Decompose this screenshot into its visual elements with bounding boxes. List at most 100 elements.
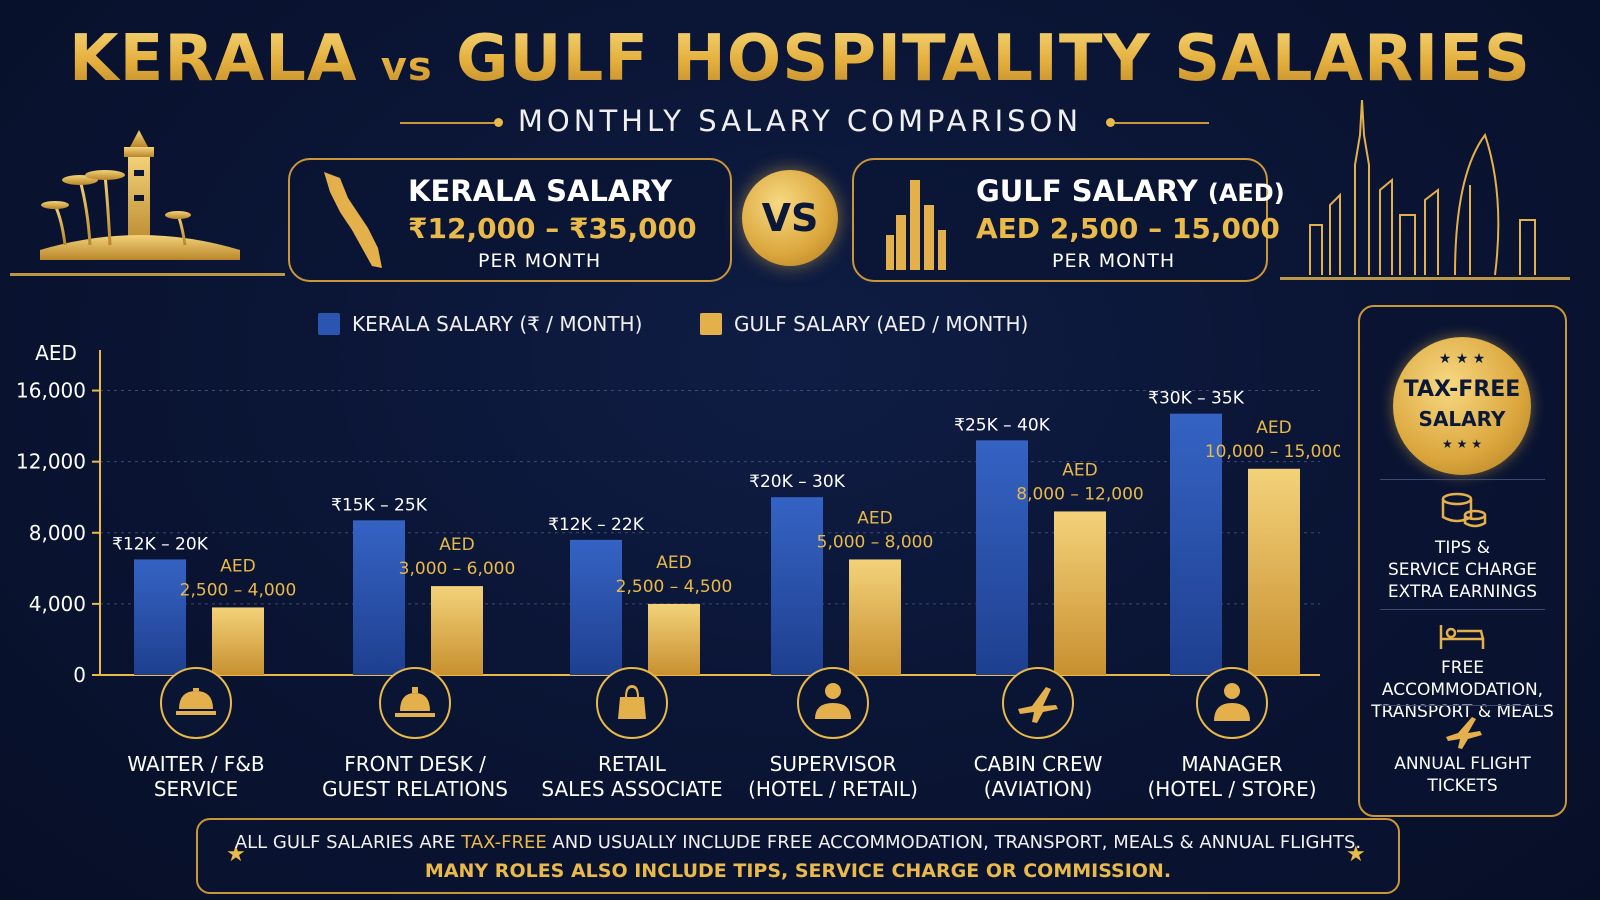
category-label-line1: RETAIL (598, 752, 667, 776)
bar-gulf (849, 559, 901, 675)
category-label-line2: SALES ASSOCIATE (541, 777, 722, 800)
airplane-icon-glyph (1018, 687, 1058, 723)
cloche-icon-glyph (176, 688, 216, 715)
category-label-line1: WAITER / F&B (127, 752, 264, 776)
vs-badge: VS (742, 170, 838, 266)
bar-kerala (1170, 413, 1222, 675)
person-tie-icon (797, 667, 869, 739)
accommodation-benefit-text: FREE ACCOMMODATION, TRANSPORT & MEALS (1371, 658, 1554, 722)
bar-kerala (134, 559, 186, 675)
category-label-line1: SUPERVISOR (770, 752, 897, 776)
category-label-line2: GUEST RELATIONS (322, 777, 508, 800)
badge-line2: SALARY (1418, 407, 1506, 431)
data-label-gulf-unit: AED (439, 535, 474, 555)
footer-line2: MANY ROLES ALSO INCLUDE TIPS, SERVICE CH… (424, 860, 1172, 882)
kerala-card-range: ₹12,000 – ₹35,000 (408, 212, 697, 245)
subtitle-dot-left (494, 118, 503, 127)
data-label-gulf-unit: AED (656, 553, 691, 573)
subtitle-rule-right (1115, 122, 1209, 124)
y-tick-label: 0 (73, 663, 86, 687)
legend-gulf: GULF SALARY (AED / MONTH) (700, 312, 1028, 336)
category-label-line2: (HOTEL / RETAIL) (748, 777, 918, 800)
category-label-line2: (AVIATION) (984, 777, 1093, 800)
data-label-gulf-range: 5,000 – 8,000 (817, 532, 934, 552)
legend-gulf-swatch (700, 313, 722, 335)
legend-kerala: KERALA SALARY (₹ / MONTH) (318, 312, 642, 336)
sidebar-divider (1380, 609, 1545, 610)
bell-icon-glyph (395, 687, 435, 717)
city-towers-icon (886, 180, 946, 270)
cloche-icon (160, 667, 232, 739)
page-subtitle: MONTHLY SALARY COMPARISON (517, 104, 1083, 138)
bar-gulf (431, 586, 483, 675)
manager-icon (1196, 667, 1268, 739)
y-tick-label: 8,000 (29, 521, 86, 545)
tips-benefit-text: TIPS & SERVICE CHARGE EXTRA EARNINGS (1387, 538, 1538, 602)
badge-line1: TAX-FREE (1403, 377, 1521, 402)
kerala-lighthouse-illustration (10, 130, 285, 276)
kerala-salary-card: KERALA SALARY ₹12,000 – ₹35,000 PER MONT… (288, 158, 732, 282)
data-label-gulf-range: 3,000 – 6,000 (399, 559, 516, 579)
data-label-gulf-unit: AED (1256, 418, 1291, 438)
y-tick-label: 16,000 (16, 379, 86, 403)
shopping-bag-icon (596, 667, 668, 739)
data-label-gulf-range: 2,500 – 4,000 (180, 580, 297, 600)
data-label-gulf-unit: AED (857, 508, 892, 528)
gulf-card-per: PER MONTH (1052, 250, 1176, 272)
data-label-kerala: ₹15K – 25K (331, 495, 428, 515)
bar-gulf (648, 603, 700, 675)
category-label-line2: SERVICE (154, 777, 238, 800)
gulf-card-title: GULF SALARY (AED) (976, 174, 1285, 208)
category-label-line1: CABIN CREW (974, 752, 1103, 776)
category-label-line1: MANAGER (1181, 752, 1282, 776)
star-icon: ★ ★ ★ (1442, 437, 1482, 451)
gulf-salary-card: GULF SALARY (AED) AED 2,500 – 15,000 PER… (852, 158, 1285, 282)
page-title: KERALA vs GULF HOSPITALITY SALARIES (0, 22, 1600, 96)
kerala-card-title: KERALA SALARY (408, 174, 673, 208)
bar-kerala (353, 520, 405, 675)
star-icon: ★ (226, 842, 246, 867)
data-label-gulf-unit: AED (1062, 460, 1097, 480)
sidebar-divider (1380, 479, 1545, 480)
bar-kerala (976, 440, 1028, 675)
kerala-map-icon (324, 172, 382, 268)
data-label-kerala: ₹20K – 30K (749, 472, 846, 492)
data-label-kerala: ₹25K – 40K (954, 415, 1051, 435)
shopping-bag-icon-glyph (618, 685, 646, 719)
airplane-icon (1002, 667, 1074, 739)
category-label-line1: FRONT DESK / (344, 752, 486, 776)
legend-kerala-swatch (318, 313, 340, 335)
y-tick-label: 12,000 (16, 450, 86, 474)
airplane-icon (1446, 717, 1482, 749)
gulf-card-range: AED 2,500 – 15,000 (976, 212, 1280, 245)
bed-icon (1439, 625, 1485, 649)
bar-gulf (1054, 511, 1106, 675)
data-label-gulf-range: 10,000 – 15,000 (1205, 442, 1340, 462)
data-label-kerala: ₹12K – 20K (112, 534, 209, 554)
benefits-sidebar: ★ ★ ★ TAX-FREE SALARY ★ ★ ★ TIPS & SERVIC… (1358, 305, 1567, 817)
salary-bar-chart: AED 0 4,000 8,000 12,000 16,000 ₹12K – 20K AED… (16, 341, 1340, 800)
tax-free-badge: ★ ★ ★ TAX-FREE SALARY ★ ★ ★ (1393, 337, 1531, 475)
bar-kerala (570, 539, 622, 675)
star-icon: ★ (1346, 842, 1366, 867)
data-label-gulf-range: 2,500 – 4,500 (616, 577, 733, 597)
flight-benefit-text: ANNUAL FLIGHT TICKETS (1394, 754, 1531, 796)
bar-gulf (212, 607, 264, 675)
bar-gulf (1248, 468, 1300, 675)
kerala-card-per: PER MONTH (478, 250, 602, 272)
category-label-line2: (HOTEL / STORE) (1147, 777, 1316, 800)
manager-icon-glyph (1214, 683, 1250, 721)
coins-icon (1441, 492, 1487, 528)
data-label-kerala: ₹12K – 22K (548, 515, 645, 535)
subtitle-dot-right (1106, 118, 1115, 127)
data-label-gulf-range: 8,000 – 12,000 (1016, 484, 1143, 504)
y-axis-label: AED (35, 341, 77, 365)
data-label-kerala: ₹30K – 35K (1148, 389, 1245, 409)
subtitle-rule-left (400, 122, 494, 124)
bell-icon (379, 667, 451, 739)
footer-line1: ALL GULF SALARIES ARE TAX-FREE AND USUAL… (234, 832, 1362, 853)
footer-note: ★ ALL GULF SALARIES ARE TAX-FREE AND USU… (196, 818, 1400, 894)
bar-kerala (771, 497, 823, 675)
y-tick-label: 4,000 (29, 592, 86, 616)
sidebar-divider (1380, 705, 1545, 706)
